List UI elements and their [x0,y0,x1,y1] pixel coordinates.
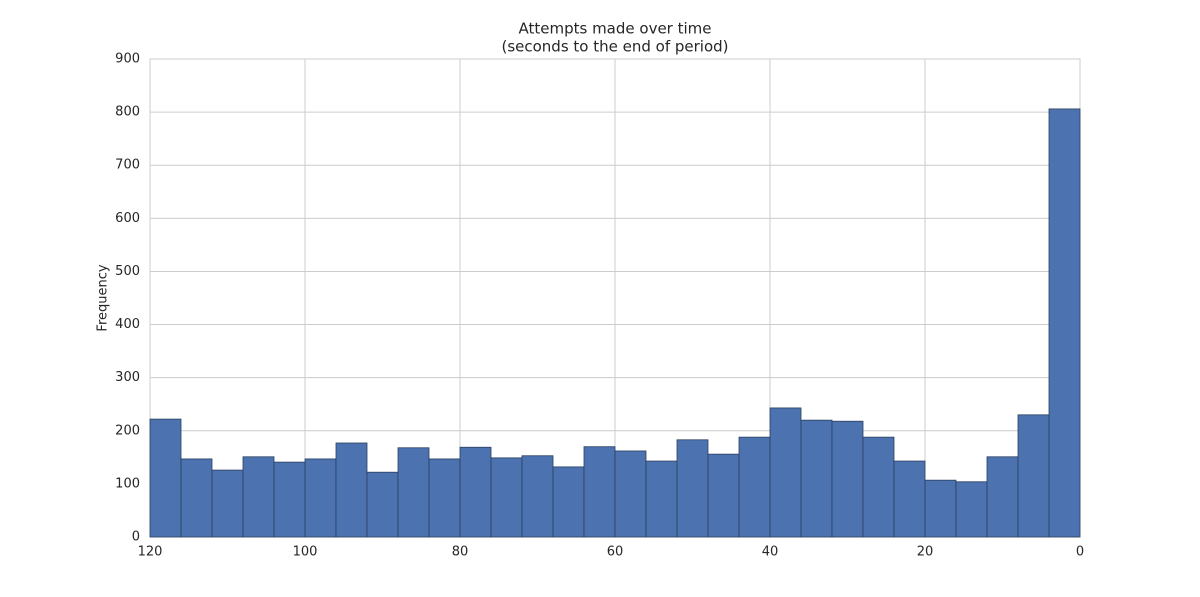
bar [614,450,647,538]
y-tick-label: 300 [115,370,140,385]
bar [211,469,244,538]
x-tick-label: 60 [607,545,624,560]
bar [335,442,368,538]
y-tick-label: 700 [115,158,140,173]
y-tick-label: 500 [115,264,140,279]
bar [645,460,678,538]
x-tick-label: 40 [762,545,779,560]
chart-subtitle: (seconds to the end of period) [501,38,728,56]
bar [490,457,523,538]
bar [149,418,182,538]
bar [893,460,926,538]
bar [304,458,337,538]
y-tick-label: 900 [115,52,140,67]
bar [242,456,275,538]
y-tick-label: 100 [115,476,140,491]
bar [273,461,306,538]
bar [459,446,492,538]
bar [583,446,616,538]
chart-title: Attempts made over time [518,20,711,38]
x-tick-label: 120 [138,545,163,560]
y-tick-label: 0 [132,530,140,545]
x-tick-label: 0 [1076,545,1084,560]
y-axis-label: Frequency [96,264,111,331]
bar [769,407,802,538]
y-tick-label: 200 [115,423,140,438]
bar [831,420,864,538]
bar [366,471,399,538]
x-tick-label: 80 [452,545,469,560]
bar [676,439,709,538]
bar [707,453,740,538]
bar [1017,414,1050,538]
bar [924,479,957,538]
bar [800,419,833,538]
bar [428,458,461,538]
bar [738,436,771,538]
x-tick-label: 20 [917,545,934,560]
bar [180,458,213,538]
y-tick-label: 800 [115,105,140,120]
bar [986,456,1019,538]
y-tick-label: 600 [115,211,140,226]
y-tick-label: 400 [115,317,140,332]
bar [397,447,430,538]
bar [862,436,895,538]
bar [955,481,988,538]
bar [1048,108,1081,538]
bar [521,455,554,538]
bar [552,466,585,538]
x-tick-label: 100 [293,545,318,560]
